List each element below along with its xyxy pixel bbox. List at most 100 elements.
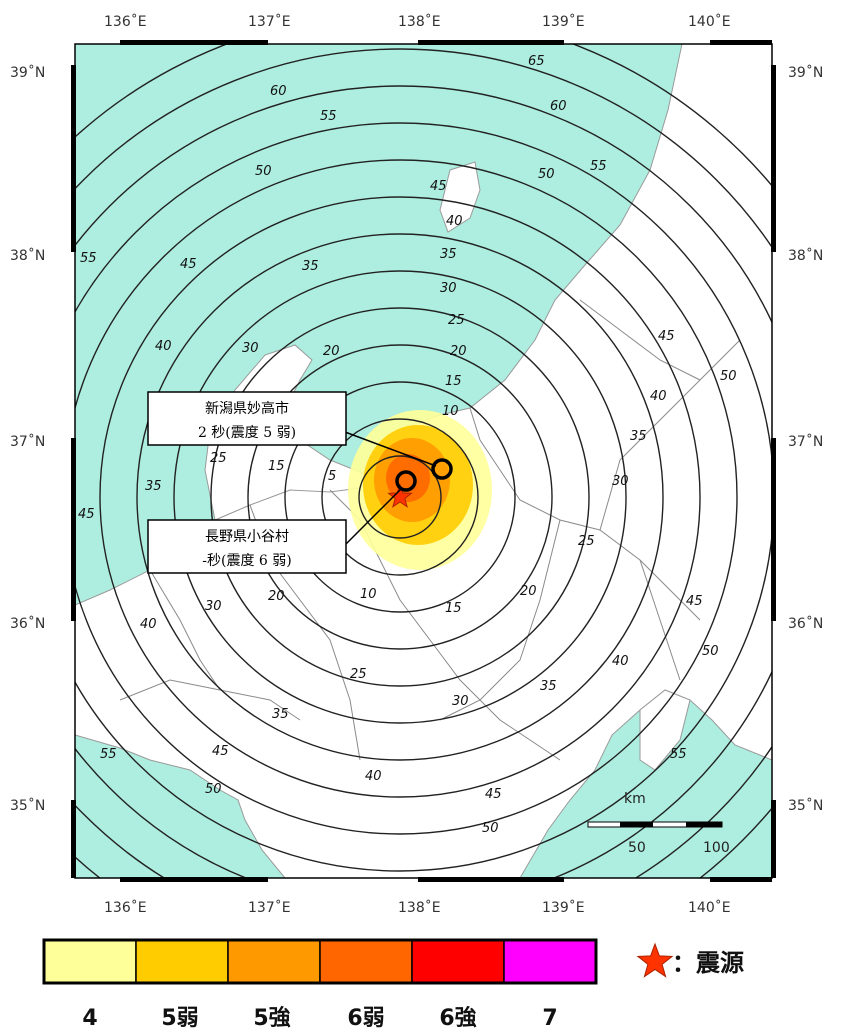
scale-mark-100: 100	[703, 840, 730, 856]
legend-label-6-lower: 6弱	[347, 1006, 384, 1031]
contour-label-40: 40	[650, 389, 667, 404]
lon-label-140: 140˚E	[688, 13, 731, 30]
scale-bar: km 50 100	[587, 791, 730, 856]
contour-label-45: 45	[686, 594, 703, 609]
contour-label-50: 50	[255, 164, 272, 179]
contour-label-10: 10	[360, 587, 377, 602]
contour-label-45: 45	[430, 179, 447, 194]
contour-label-40: 40	[365, 769, 382, 784]
scale-mark-50: 50	[628, 840, 646, 856]
map-area: 5 10 10 15 15 15 20 20 20 20 25 25 25 25…	[75, 44, 772, 878]
legend-label-7: 7	[542, 1006, 557, 1031]
contour-label-20: 20	[268, 589, 285, 604]
lat-label-35: 35˚N	[788, 797, 823, 814]
land-izu	[639, 689, 691, 771]
contour-30	[173, 270, 627, 724]
contour-label-35: 35	[440, 247, 457, 262]
contour-label-30: 30	[440, 281, 457, 296]
red-star-icon	[387, 483, 413, 508]
contour-label-50: 50	[702, 644, 719, 659]
legend-label-4: 4	[82, 1006, 97, 1031]
contour-15	[284, 381, 516, 613]
contour-label-50: 50	[720, 369, 737, 384]
lon-label-139: 139˚E	[542, 899, 585, 916]
lon-label-139: 139˚E	[542, 13, 585, 30]
legend-label-6-upper: 6強	[439, 1005, 476, 1031]
contour-label-45: 45	[485, 787, 502, 802]
contour-label-60: 60	[270, 84, 287, 99]
contour-40	[99, 196, 701, 798]
contour-label-5: 5	[328, 469, 336, 484]
contour-label-15: 15	[268, 459, 285, 474]
callout-location: 長野県小谷村	[205, 529, 289, 545]
contour-label-45: 45	[212, 744, 229, 759]
contour-label-20: 20	[450, 344, 467, 359]
callout-detail: 2 秒(震度 5 弱)	[198, 425, 296, 441]
contour-label-50: 50	[482, 821, 499, 836]
arrival-time-contours	[75, 44, 772, 878]
contour-label-25: 25	[448, 313, 465, 328]
contour-50	[75, 122, 772, 872]
contour-60	[75, 48, 772, 878]
lon-label-137: 137˚E	[248, 13, 291, 30]
lon-label-138: 138˚E	[398, 899, 441, 916]
red-star-icon	[636, 942, 674, 978]
intensity-legend: 4 5弱 5強 6弱 6強 7	[42, 938, 598, 1031]
legend-label-5-upper: 5強	[253, 1005, 290, 1031]
legend-swatch-6-upper	[411, 939, 505, 984]
contour-label-45: 45	[78, 507, 95, 522]
frame-bars	[71, 40, 776, 882]
contour-labels: 5 10 10 15 15 15 20 20 20 20 25 25 25 25…	[78, 54, 737, 836]
lon-label-140: 140˚E	[688, 899, 731, 916]
contour-label-30: 30	[612, 474, 629, 489]
contour-label-45: 45	[180, 257, 197, 272]
contour-label-25: 25	[210, 451, 227, 466]
lon-label-137: 137˚E	[248, 899, 291, 916]
contour-label-60: 60	[550, 99, 567, 114]
lat-labels-right: 39˚N 38˚N 37˚N 36˚N 35˚N	[788, 64, 823, 814]
legend-swatch-4	[43, 939, 137, 984]
contour-label-55: 55	[80, 251, 97, 266]
contour-label-40: 40	[446, 214, 463, 229]
contour-label-40: 40	[155, 339, 172, 354]
lat-label-38: 38˚N	[10, 247, 45, 264]
contour-label-30: 30	[205, 599, 222, 614]
lat-label-36: 36˚N	[788, 615, 823, 632]
lat-label-38: 38˚N	[788, 247, 823, 264]
contour-label-35: 35	[630, 429, 647, 444]
station-marker-myoko	[431, 458, 453, 480]
lon-labels-top: 136˚E 137˚E 138˚E 139˚E 140˚E	[104, 13, 731, 30]
contour-label-55: 55	[590, 159, 607, 174]
legend-swatch-5-upper	[227, 939, 321, 984]
contour-label-35: 35	[302, 259, 319, 274]
contour-label-20: 20	[520, 584, 537, 599]
contour-label-20: 20	[323, 344, 340, 359]
station-marker-otari	[395, 470, 417, 492]
contour-label-55: 55	[100, 747, 117, 762]
contour-label-25: 25	[578, 534, 595, 549]
lat-label-37: 37˚N	[788, 433, 823, 450]
contour-label-15: 15	[445, 601, 462, 616]
contour-label-50: 50	[538, 167, 555, 182]
contour-label-25: 25	[350, 667, 367, 682]
lat-label-36: 36˚N	[10, 615, 45, 632]
contour-label-40: 40	[140, 617, 157, 632]
contour-label-35: 35	[145, 479, 162, 494]
epicenter-legend: ：震源	[636, 942, 744, 978]
callout-myoko: 新潟県妙高市 2 秒(震度 5 弱)	[147, 391, 437, 467]
lat-label-37: 37˚N	[10, 433, 45, 450]
lat-labels-left: 39˚N 38˚N 37˚N 36˚N 35˚N	[10, 64, 45, 814]
contour-label-50: 50	[205, 782, 222, 797]
contour-label-35: 35	[272, 707, 289, 722]
lon-label-136: 136˚E	[104, 13, 147, 30]
land-sado	[439, 161, 481, 233]
contour-55	[75, 85, 772, 878]
lon-label-138: 138˚E	[398, 13, 441, 30]
contour-25	[210, 307, 590, 687]
intensity-shading	[348, 410, 492, 570]
lon-label-136: 136˚E	[104, 899, 147, 916]
contour-5	[358, 455, 442, 539]
lat-label-35: 35˚N	[10, 797, 45, 814]
legend-swatch-5-lower	[135, 939, 229, 984]
